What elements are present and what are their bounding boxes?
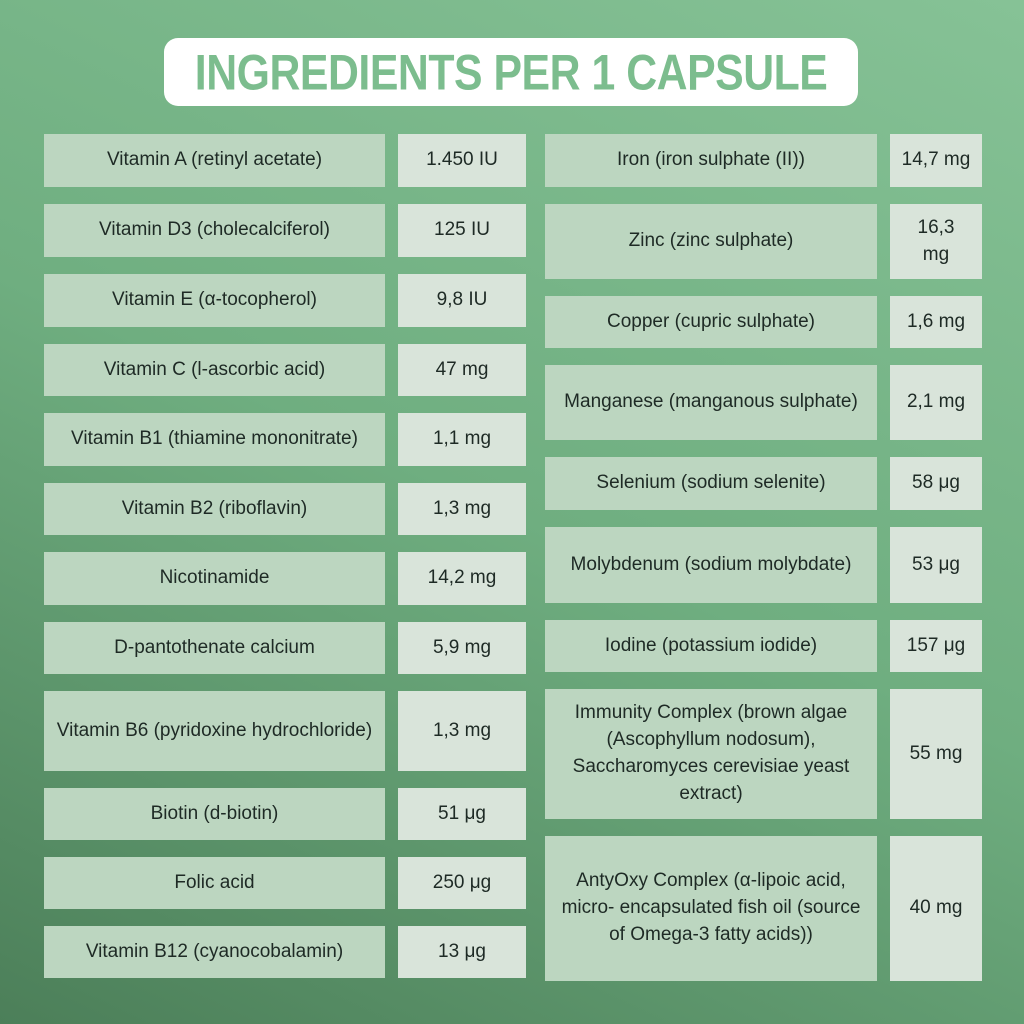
- ingredients-column-left: Vitamin A (retinyl acetate) 1.450 IU Vitam…: [44, 134, 526, 978]
- ingredient-name-cell: Manganese (manganous sulphate): [545, 365, 877, 440]
- ingredient-value-cell: 2,1 mg: [890, 365, 982, 440]
- page-title: INGREDIENTS PER 1 CAPSULE: [194, 43, 828, 101]
- ingredient-value-cell: 1.450 IU: [398, 134, 526, 187]
- ingredient-row: Iron (iron sulphate (II)) 14,7 mg: [545, 134, 982, 187]
- ingredient-row: Vitamin B6 (pyridoxine hydrochloride) 1,3…: [44, 691, 526, 771]
- ingredient-name-cell: Vitamin B1 (thiamine mononitrate): [44, 413, 385, 466]
- ingredient-row: Molybdenum (sodium molybdate) 53 μg: [545, 527, 982, 603]
- ingredient-row: Vitamin B1 (thiamine mononitrate) 1,1 mg: [44, 413, 526, 466]
- ingredient-value-cell: 53 μg: [890, 527, 982, 603]
- ingredient-name-cell: AntyOxy Complex (α-lipoic acid, micro- e…: [545, 836, 877, 981]
- ingredient-name-cell: Folic acid: [44, 857, 385, 909]
- ingredient-value-cell: 55 mg: [890, 689, 982, 819]
- ingredient-row: Vitamin E (α-tocopherol) 9,8 IU: [44, 274, 526, 327]
- ingredient-row: Nicotinamide 14,2 mg: [44, 552, 526, 605]
- ingredient-value-cell: 13 μg: [398, 926, 526, 978]
- ingredient-name-cell: Vitamin D3 (cholecalciferol): [44, 204, 385, 257]
- ingredient-name-cell: Vitamin E (α-tocopherol): [44, 274, 385, 327]
- ingredient-value-cell: 157 μg: [890, 620, 982, 672]
- ingredient-value-cell: 1,3 mg: [398, 483, 526, 535]
- ingredient-row: Vitamin D3 (cholecalciferol) 125 IU: [44, 204, 526, 257]
- ingredient-name-cell: Zinc (zinc sulphate): [545, 204, 877, 279]
- ingredient-value-cell: 1,6 mg: [890, 296, 982, 348]
- ingredient-value-cell: 58 μg: [890, 457, 982, 510]
- ingredient-value-cell: 250 μg: [398, 857, 526, 909]
- title-banner: INGREDIENTS PER 1 CAPSULE: [164, 38, 858, 106]
- ingredient-row: Biotin (d-biotin) 51 μg: [44, 788, 526, 840]
- ingredient-name-cell: Immunity Complex (brown algae (Ascophyll…: [545, 689, 877, 819]
- ingredient-value-cell: 9,8 IU: [398, 274, 526, 327]
- ingredient-value-cell: 14,7 mg: [890, 134, 982, 187]
- ingredient-value-cell: 125 IU: [398, 204, 526, 257]
- ingredient-name-cell: Molybdenum (sodium molybdate): [545, 527, 877, 603]
- ingredients-column-right: Iron (iron sulphate (II)) 14,7 mg Zinc (zi…: [545, 134, 982, 981]
- ingredient-row: Vitamin B2 (riboflavin) 1,3 mg: [44, 483, 526, 535]
- ingredient-row: D-pantothenate calcium 5,9 mg: [44, 622, 526, 674]
- ingredient-name-cell: Vitamin B12 (cyanocobalamin): [44, 926, 385, 978]
- ingredient-name-cell: Biotin (d-biotin): [44, 788, 385, 840]
- ingredient-name-cell: Vitamin B6 (pyridoxine hydrochloride): [44, 691, 385, 771]
- ingredient-row: Selenium (sodium selenite) 58 μg: [545, 457, 982, 510]
- ingredient-value-cell: 16,3 mg: [890, 204, 982, 279]
- ingredient-row: AntyOxy Complex (α-lipoic acid, micro- e…: [545, 836, 982, 981]
- ingredient-row: Folic acid 250 μg: [44, 857, 526, 909]
- ingredient-value-cell: 1,3 mg: [398, 691, 526, 771]
- ingredient-value-cell: 5,9 mg: [398, 622, 526, 674]
- ingredient-name-cell: Selenium (sodium selenite): [545, 457, 877, 510]
- ingredient-value-cell: 51 μg: [398, 788, 526, 840]
- ingredient-row: Vitamin C (l-ascorbic acid) 47 mg: [44, 344, 526, 396]
- ingredient-name-cell: Vitamin A (retinyl acetate): [44, 134, 385, 187]
- ingredient-name-cell: Iodine (potassium iodide): [545, 620, 877, 672]
- ingredient-value-cell: 14,2 mg: [398, 552, 526, 605]
- ingredient-value-cell: 47 mg: [398, 344, 526, 396]
- ingredient-row: Iodine (potassium iodide) 157 μg: [545, 620, 982, 672]
- ingredient-row: Vitamin A (retinyl acetate) 1.450 IU: [44, 134, 526, 187]
- ingredient-name-cell: Nicotinamide: [44, 552, 385, 605]
- ingredient-name-cell: Copper (cupric sulphate): [545, 296, 877, 348]
- ingredient-value-cell: 1,1 mg: [398, 413, 526, 466]
- ingredient-name-cell: D-pantothenate calcium: [44, 622, 385, 674]
- ingredient-name-cell: Vitamin B2 (riboflavin): [44, 483, 385, 535]
- ingredient-name-cell: Iron (iron sulphate (II)): [545, 134, 877, 187]
- ingredient-value-cell: 40 mg: [890, 836, 982, 981]
- ingredient-row: Vitamin B12 (cyanocobalamin) 13 μg: [44, 926, 526, 978]
- ingredient-row: Copper (cupric sulphate) 1,6 mg: [545, 296, 982, 348]
- ingredient-row: Manganese (manganous sulphate) 2,1 mg: [545, 365, 982, 440]
- ingredient-name-cell: Vitamin C (l-ascorbic acid): [44, 344, 385, 396]
- ingredient-row: Immunity Complex (brown algae (Ascophyll…: [545, 689, 982, 819]
- ingredient-row: Zinc (zinc sulphate) 16,3 mg: [545, 204, 982, 279]
